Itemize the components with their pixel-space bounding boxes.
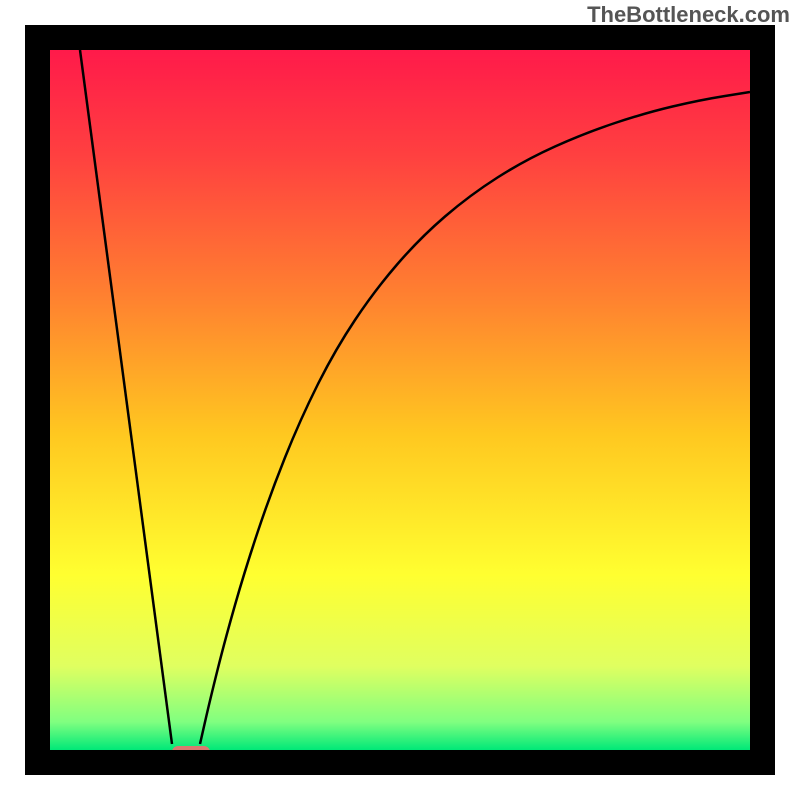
watermark-text: TheBottleneck.com	[587, 2, 790, 28]
chart-canvas	[0, 0, 800, 800]
bottleneck-chart: TheBottleneck.com	[0, 0, 800, 800]
